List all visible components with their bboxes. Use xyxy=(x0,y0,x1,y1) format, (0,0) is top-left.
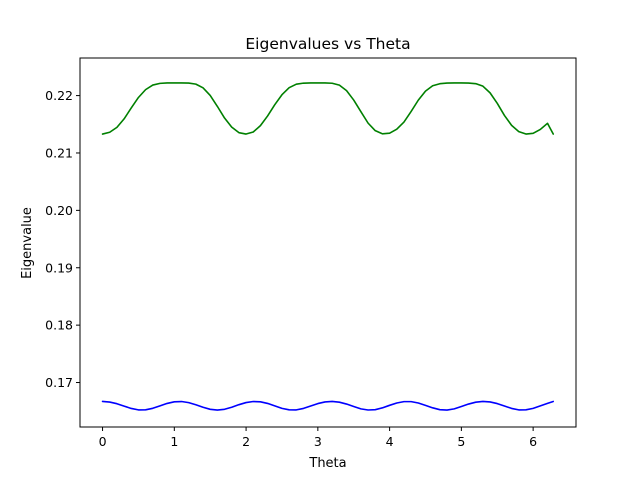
y-axis: 0.17 0.18 0.19 0.20 0.21 0.22 xyxy=(45,88,80,390)
x-tick-label: 2 xyxy=(242,434,250,449)
x-tick-label: 5 xyxy=(457,434,465,449)
series-line-eigenvalue-upper xyxy=(101,82,555,135)
series-line-eigenvalue-lower xyxy=(101,400,555,411)
y-tick-label: 0.20 xyxy=(45,203,73,218)
x-tick-label: 0 xyxy=(99,434,107,449)
chart-title: Eigenvalues vs Theta xyxy=(245,35,410,53)
y-tick-label: 0.21 xyxy=(45,145,73,160)
x-tick-label: 3 xyxy=(314,434,322,449)
y-tick-label: 0.17 xyxy=(45,375,73,390)
x-axis: 0 1 2 3 4 5 6 xyxy=(99,427,537,449)
plot-area xyxy=(101,82,555,411)
y-axis-label: Eigenvalue xyxy=(20,207,35,279)
x-tick-label: 1 xyxy=(170,434,178,449)
plot-frame xyxy=(79,57,577,428)
y-tick-label: 0.18 xyxy=(45,318,73,333)
x-tick-label: 6 xyxy=(529,434,537,449)
y-tick-label: 0.19 xyxy=(45,260,73,275)
y-tick-label: 0.22 xyxy=(45,88,73,103)
x-tick-label: 4 xyxy=(386,434,394,449)
x-axis-label: Theta xyxy=(308,456,346,471)
